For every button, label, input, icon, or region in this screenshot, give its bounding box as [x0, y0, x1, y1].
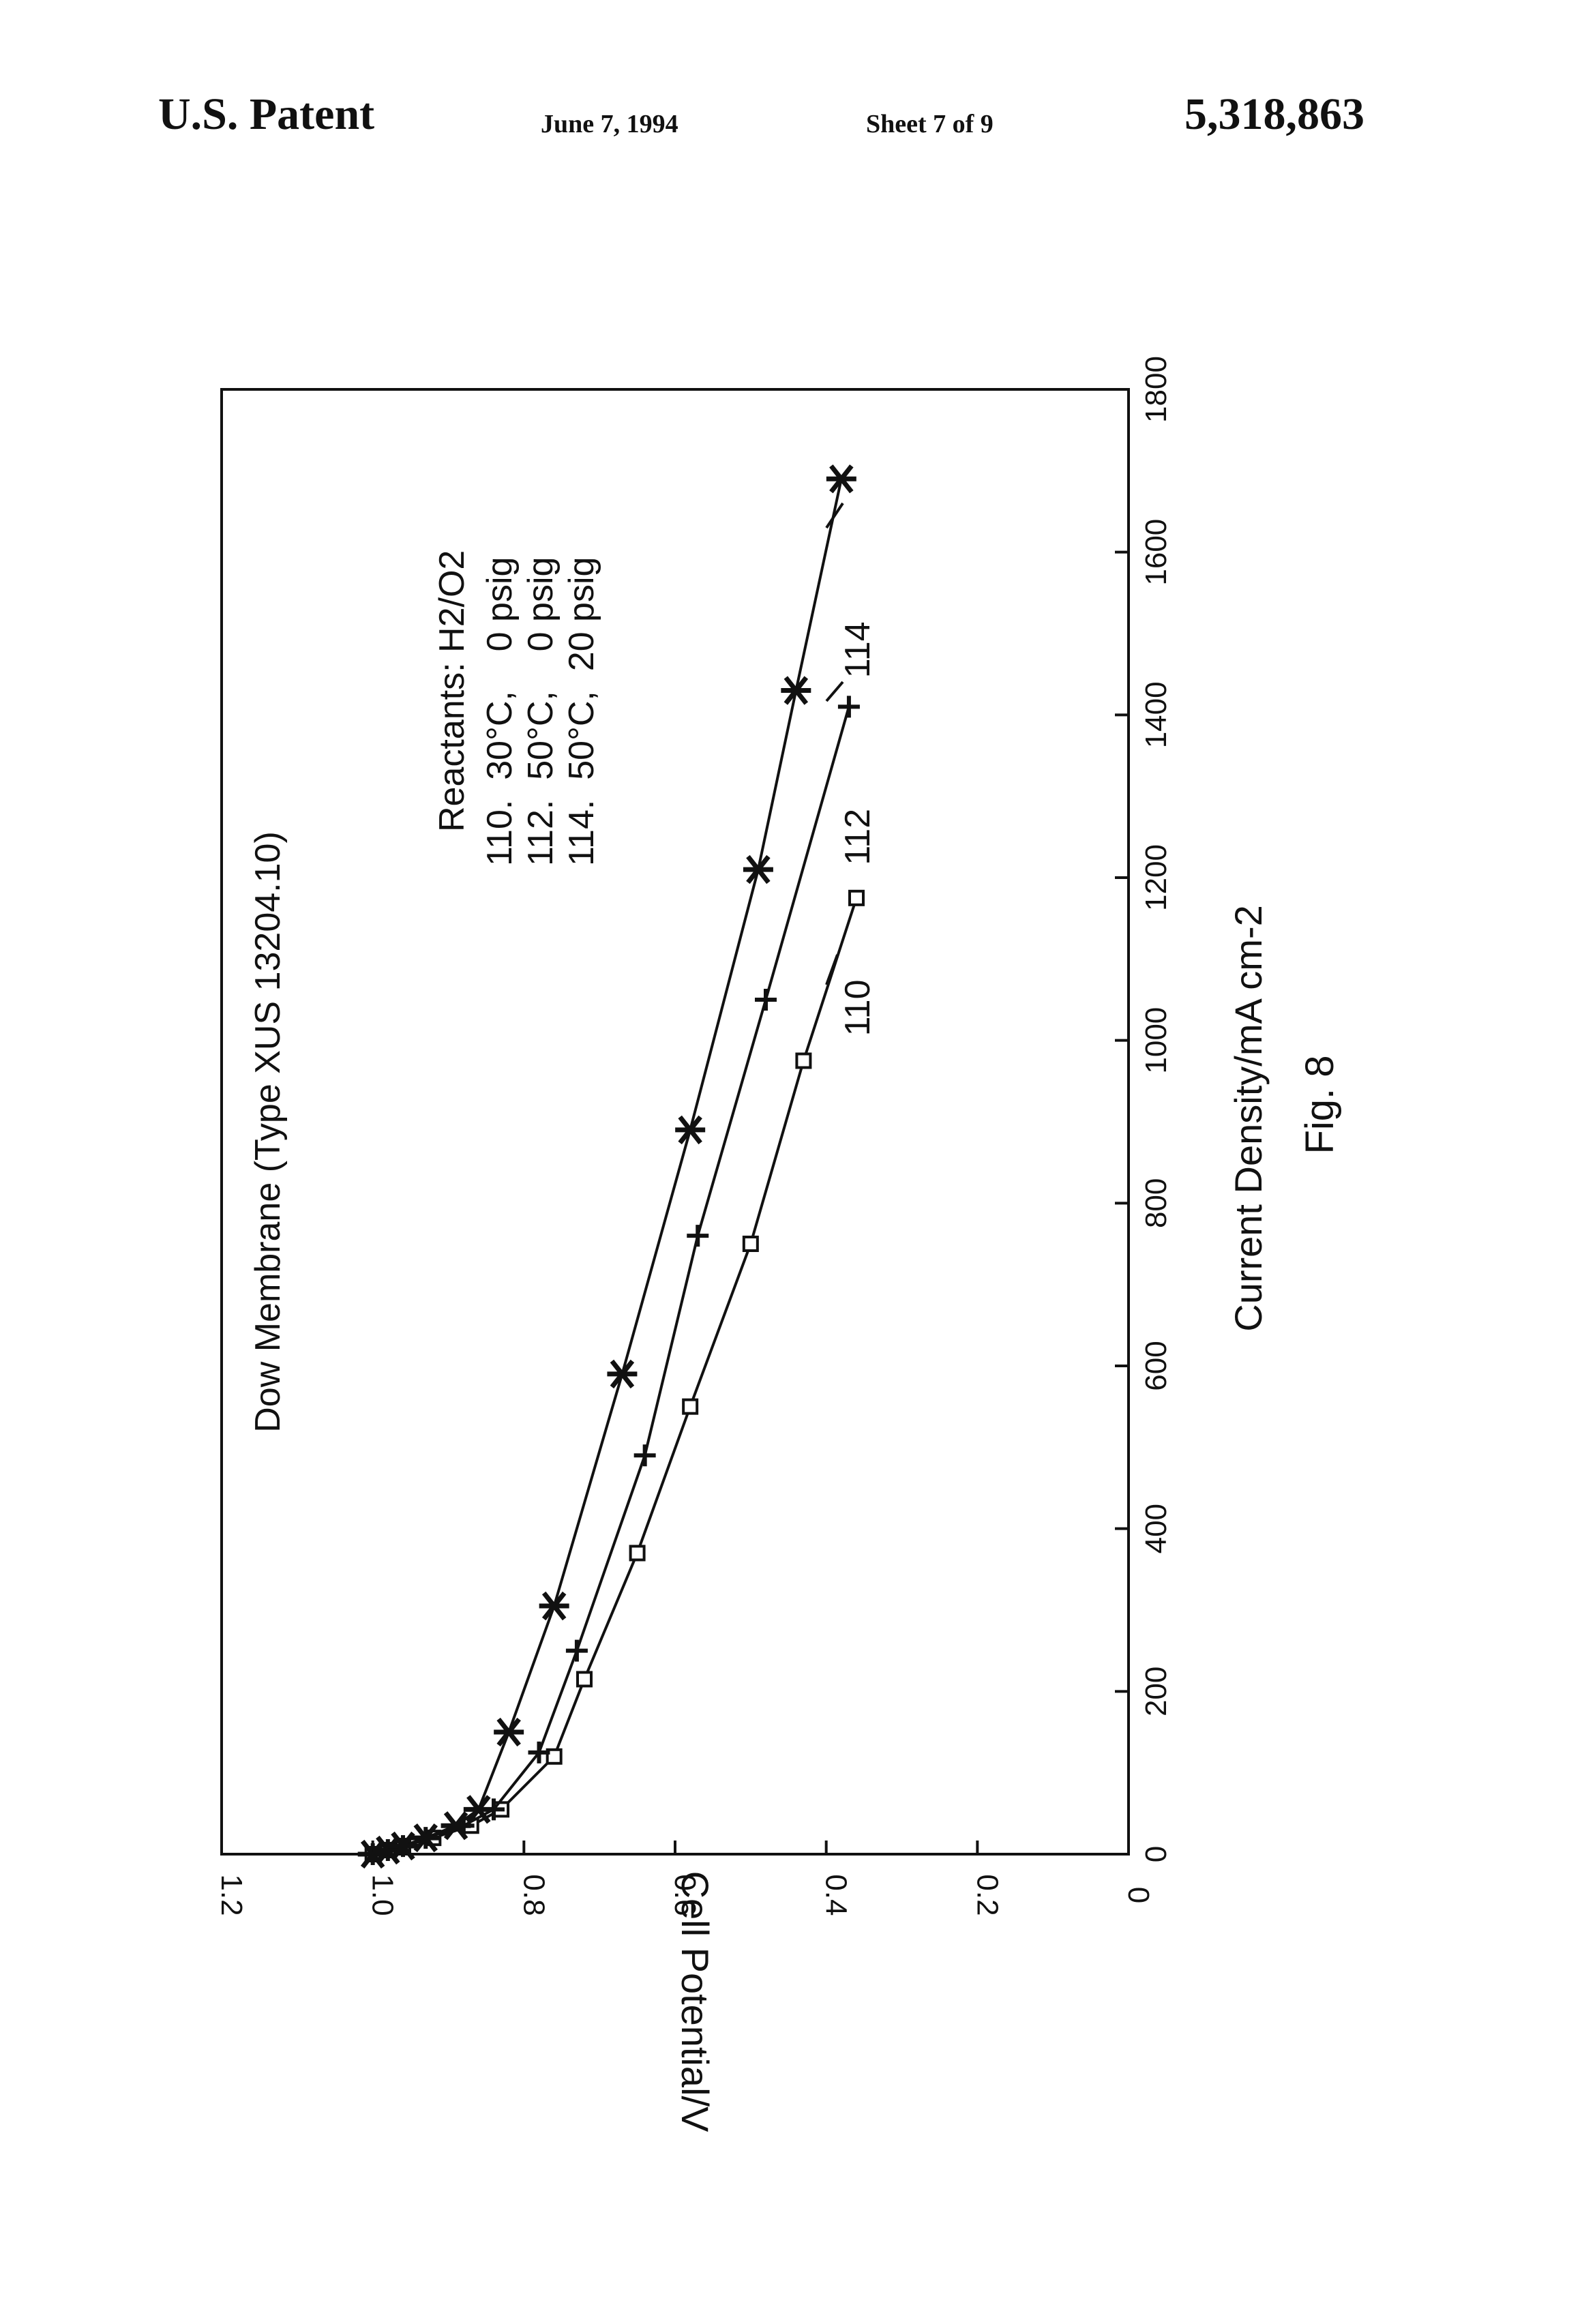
- x-tick-label: 1200: [1139, 844, 1173, 911]
- data-point-114: [539, 1593, 569, 1619]
- data-point-110: [683, 1400, 697, 1414]
- data-point-110: [850, 891, 863, 905]
- y-tick-label: 0.8: [517, 1874, 550, 1916]
- leader-line: [826, 955, 837, 985]
- legend: Reactants: H2/O2110. 30°C, 0 psig112. 50…: [432, 550, 601, 866]
- data-point-110: [578, 1672, 591, 1686]
- legend-entry: 114. 50°C, 20 psig: [562, 557, 601, 866]
- data-point-114: [743, 856, 773, 882]
- plot-frame: [222, 389, 1129, 1854]
- data-point-112: [687, 1225, 708, 1247]
- legend-entry: 110. 30°C, 0 psig: [480, 557, 520, 866]
- curve-label: 114: [838, 621, 878, 678]
- y-tick-label: 0.4: [820, 1874, 853, 1916]
- y-axis-label: Cell Potential/V: [674, 1871, 717, 2133]
- data-point-112: [566, 1640, 588, 1662]
- x-tick-label: 0: [1139, 1846, 1173, 1862]
- series-112: [362, 696, 860, 1865]
- data-point-110: [744, 1237, 758, 1251]
- x-tick-label: 200: [1139, 1667, 1173, 1716]
- data-point-114: [494, 1719, 524, 1745]
- data-point-112: [755, 989, 777, 1011]
- x-tick-label: 1400: [1139, 681, 1173, 748]
- x-tick-label: 1000: [1139, 1007, 1173, 1074]
- curve-label: 112: [838, 809, 878, 865]
- x-tick-label: 1600: [1139, 519, 1173, 586]
- y-tick-label: 1.0: [366, 1874, 400, 1916]
- x-tick-label: 400: [1139, 1504, 1173, 1553]
- legend-entry: 112. 50°C, 0 psig: [521, 557, 561, 866]
- x-tick-label: 600: [1139, 1341, 1173, 1390]
- leader-line: [826, 682, 843, 701]
- y-tick-label: 0.2: [970, 1874, 1004, 1916]
- x-tick-label: 800: [1139, 1178, 1173, 1228]
- series-line-112: [373, 706, 849, 1854]
- data-point-112: [634, 1444, 656, 1466]
- data-point-110: [796, 1054, 810, 1068]
- chart-title: Dow Membrane (Type XUS 13204.10): [248, 831, 288, 1433]
- data-point-112: [838, 696, 860, 717]
- data-point-114: [675, 1117, 705, 1143]
- x-tick-label: 1800: [1139, 356, 1173, 423]
- data-point-110: [631, 1546, 644, 1560]
- figure-label: Fig. 8: [1298, 1055, 1342, 1154]
- data-point-114: [607, 1361, 637, 1387]
- y-tick-label: 0: [1122, 1887, 1155, 1903]
- data-point-114: [781, 678, 811, 704]
- legend-title: Reactants: H2/O2: [432, 550, 472, 832]
- y-tick-label: 1.2: [215, 1874, 248, 1916]
- data-point-114: [826, 466, 856, 492]
- x-axis-label: Current Density/mA cm-2: [1227, 905, 1270, 1332]
- curve-label: 110: [838, 979, 878, 1036]
